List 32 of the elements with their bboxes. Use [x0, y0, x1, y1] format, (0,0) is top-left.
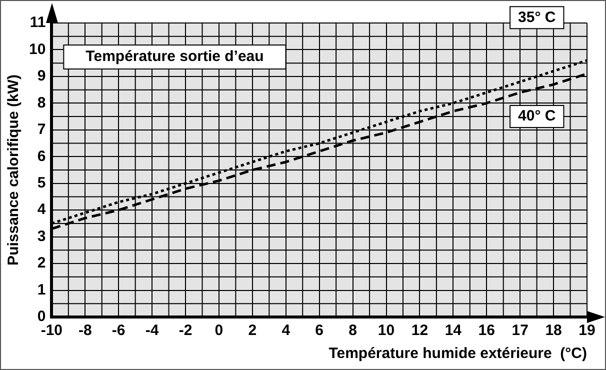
x-tick-label: 16 — [478, 322, 495, 340]
y-tick-label: 10 — [28, 40, 46, 58]
x-tick-label: 10 — [378, 322, 395, 340]
x-tick-label: 18 — [545, 322, 562, 340]
y-tick-label: 3 — [37, 228, 46, 245]
x-tick-label: 0 — [214, 322, 224, 340]
y-tick-label: 11 — [30, 14, 46, 32]
y-tick-label: 4 — [37, 201, 46, 218]
x-tick-label: 4 — [282, 322, 291, 340]
x-tick-label: 6 — [315, 322, 324, 340]
x-tick-label: 17 — [512, 322, 528, 340]
y-tick-label: 6 — [37, 148, 46, 165]
series-label: 40° C — [518, 108, 556, 125]
x-tick-label: 2 — [248, 322, 257, 340]
x-tick-label: -6 — [112, 322, 126, 340]
y-tick-label: 8 — [37, 94, 46, 112]
x-tick-label: -4 — [145, 322, 160, 340]
x-tick-label: 8 — [348, 322, 357, 340]
y-tick-label: 9 — [37, 68, 46, 85]
x-tick-label: -2 — [178, 322, 192, 340]
x-tick-label: 14 — [444, 322, 462, 340]
x-tick-label: -8 — [78, 322, 92, 340]
x-tick-label: 19 — [578, 322, 596, 340]
y-tick-label: 1 — [37, 281, 46, 298]
x-axis-title: Température humide extérieure (°C) — [328, 345, 587, 362]
y-tick-label: 7 — [37, 121, 46, 138]
y-tick-label: 5 — [37, 174, 46, 192]
y-axis-title: Puissance calorifique (kW) — [5, 74, 22, 266]
legend-title: Température sortie d’eau — [86, 48, 264, 66]
y-tick-label: 2 — [37, 254, 46, 272]
text: 35° C — [518, 8, 556, 26]
x-tick-label: 12 — [411, 322, 428, 340]
